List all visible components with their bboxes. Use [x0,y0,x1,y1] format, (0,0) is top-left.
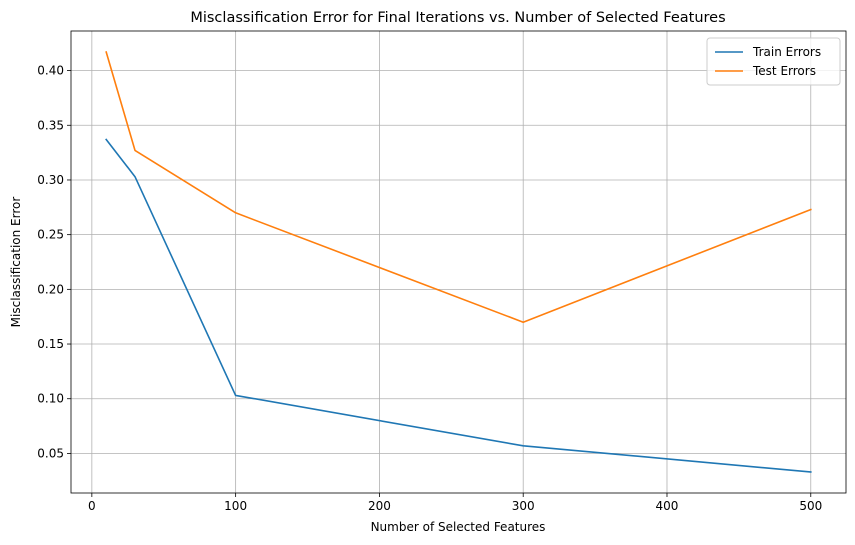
y-tick-label: 0.30 [37,173,64,187]
y-tick-label: 0.20 [37,282,64,296]
x-tick-label: 0 [88,499,96,513]
x-tick-label: 400 [656,499,679,513]
legend: Train Errors Test Errors [706,37,841,86]
y-tick-label: 0.15 [37,337,64,351]
x-tick-label: 200 [368,499,391,513]
y-tick-label: 0.05 [37,446,64,460]
y-tick-label: 0.40 [37,64,64,78]
x-axis-label: Number of Selected Features [371,520,546,534]
x-axis-ticks: 0 100 200 300 400 500 [88,493,822,513]
y-tick-label: 0.35 [37,118,64,132]
series-group [105,51,812,473]
x-tick-label: 100 [224,499,247,513]
y-axis-label: Misclassification Error [9,197,23,328]
chart-title: Misclassification Error for Final Iterat… [190,10,725,26]
legend-label-train: Train Errors [752,45,821,59]
y-tick-label: 0.25 [37,228,64,242]
legend-label-test: Test Errors [752,64,816,78]
plot-frame [70,30,847,494]
legend-box [706,37,841,86]
y-tick-label: 0.10 [37,392,64,406]
y-axis-ticks: 0.05 0.10 0.15 0.20 0.25 0.30 0.35 0.40 [37,64,71,460]
series-line-train [105,138,812,473]
series-line-test [105,51,812,324]
x-tick-label: 300 [512,499,535,513]
grid [71,31,846,493]
x-tick-label: 500 [799,499,822,513]
